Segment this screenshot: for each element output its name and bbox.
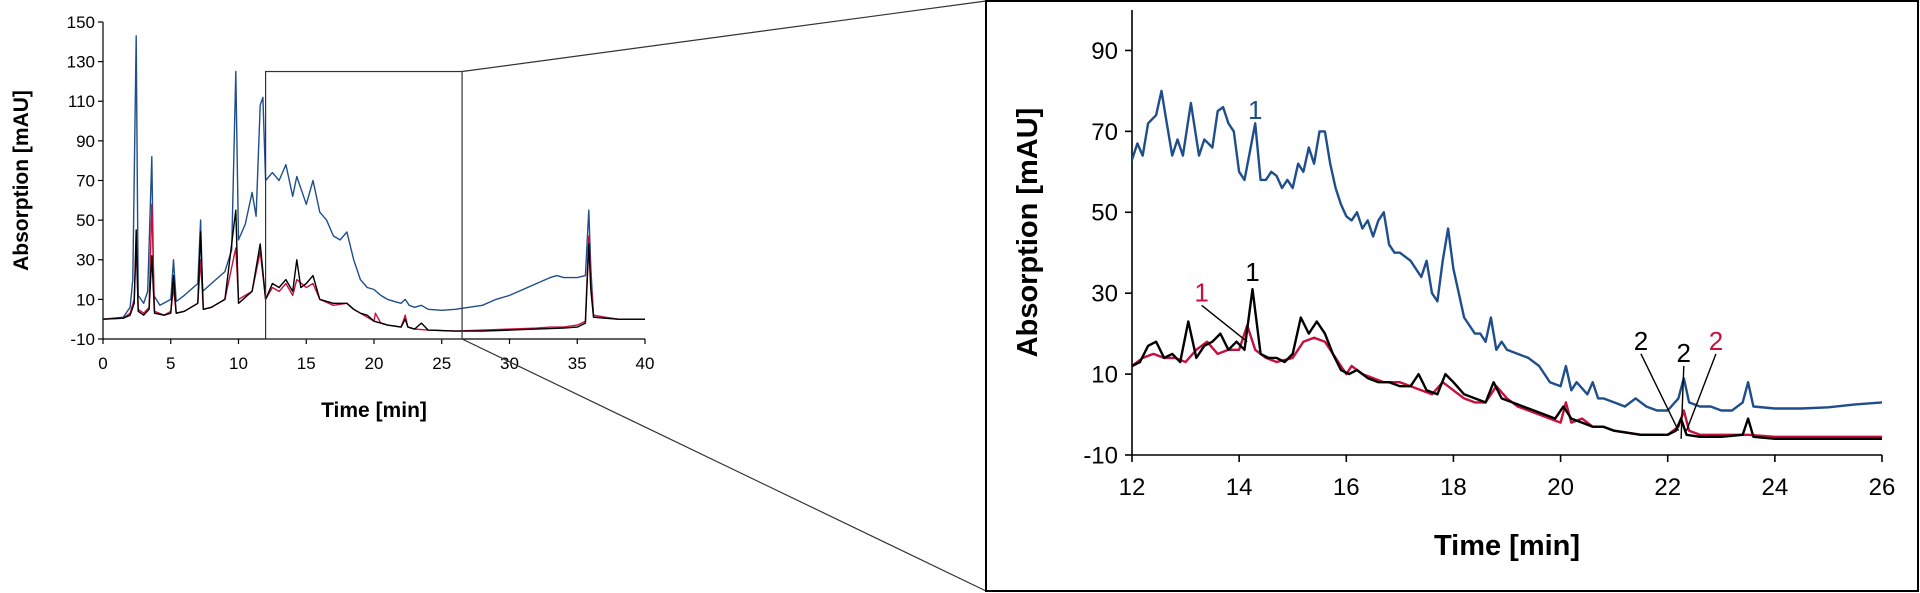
annotation-leader: [1640, 353, 1680, 432]
y-tick-label: 10: [1091, 361, 1118, 388]
series-line-2: [1132, 287, 1882, 440]
y-tick-label: 30: [1091, 281, 1118, 308]
x-tick-label: 35: [568, 354, 587, 373]
x-tick-label: 0: [98, 354, 107, 373]
series-line-0: [103, 35, 645, 320]
x-tick-label: 20: [365, 354, 384, 373]
x-tick-label: 15: [297, 354, 316, 373]
y-tick-label: -10: [1083, 442, 1118, 469]
x-tick-label: 24: [1762, 474, 1789, 501]
peak-annotation: 2: [1709, 326, 1723, 356]
connector-bottom: [461, 338, 987, 592]
y-tick-label: 150: [67, 13, 95, 32]
y-tick-label: 30: [76, 251, 95, 270]
series-group: [1132, 89, 1882, 440]
x-tick-label: 5: [166, 354, 175, 373]
y-tick-label: 10: [76, 290, 95, 309]
y-tick-label: 110: [68, 92, 95, 111]
y-tick-label: 70: [76, 171, 95, 190]
x-tick-label: 12: [1119, 474, 1146, 501]
x-tick-label: 10: [229, 354, 248, 373]
x-axis-title: Time [min]: [1434, 530, 1580, 562]
y-tick-label: 90: [76, 132, 95, 151]
peak-annotation: 1: [1248, 95, 1262, 125]
x-tick-label: 30: [500, 354, 519, 373]
y-tick-label: 50: [76, 211, 95, 230]
y-axis-title: Absorption [mAU]: [10, 90, 33, 271]
x-tick-label: 22: [1654, 474, 1681, 501]
peak-annotation: 1: [1194, 277, 1208, 307]
y-axis-title: Absorption [mAU]: [1012, 108, 1044, 358]
x-tick-label: 14: [1226, 474, 1253, 501]
x-tick-label: 26: [1869, 474, 1896, 501]
zoom-panel-frame: [985, 0, 1919, 592]
y-tick-label: 70: [1091, 119, 1118, 146]
x-tick-label: 25: [432, 354, 451, 373]
x-tick-label: 40: [636, 354, 655, 373]
zoom-connectors: [461, 0, 987, 592]
x-tick-label: 16: [1333, 474, 1360, 501]
series-line-2: [103, 209, 645, 332]
series-line-0: [1132, 89, 1882, 412]
zoom-region-box: [265, 70, 463, 340]
x-axis-title: Time [min]: [321, 399, 427, 422]
peak-annotation: 2: [1634, 326, 1648, 356]
annotation-leader: [1201, 304, 1248, 343]
annotation-leader: [1680, 365, 1685, 439]
y-tick-label: 130: [67, 53, 95, 72]
annotation-leader: [1685, 353, 1717, 431]
y-tick-label: -10: [70, 330, 95, 349]
connector-top: [461, 0, 987, 73]
y-tick-label: 90: [1091, 38, 1118, 65]
series-line-1: [103, 203, 645, 332]
x-tick-label: 20: [1547, 474, 1574, 501]
x-tick-label: 18: [1440, 474, 1467, 501]
y-tick-label: 50: [1091, 200, 1118, 227]
peak-annotation: 2: [1677, 338, 1691, 368]
overview-chart: 0 5 10 15 20 25 30 35 40 -10 10 30 50 70 90 110 130 150 Ti…: [10, 13, 654, 422]
peak-annotation: 1: [1245, 257, 1259, 287]
series-group: [103, 35, 645, 332]
